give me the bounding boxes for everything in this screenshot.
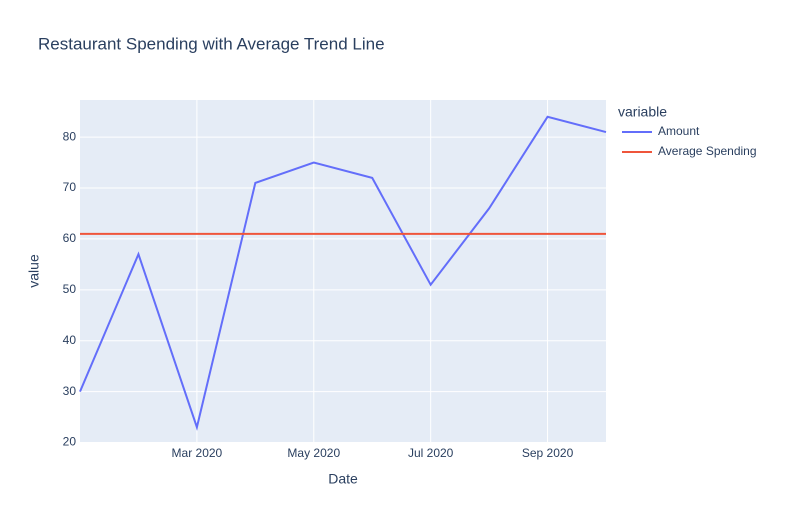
y-tick-label: 20 <box>63 435 77 449</box>
legend-title: variable <box>618 104 667 120</box>
x-tick-label: Sep 2020 <box>522 446 574 460</box>
x-tick-label: Mar 2020 <box>172 446 223 460</box>
y-tick-label: 50 <box>63 282 77 296</box>
chart-title: Restaurant Spending with Average Trend L… <box>38 34 385 53</box>
legend-label: Amount <box>658 124 700 138</box>
x-tick-label: May 2020 <box>287 446 340 460</box>
line-series <box>79 115 607 431</box>
plot-area <box>80 100 606 443</box>
y-tick-label: 80 <box>63 129 77 143</box>
x-axis-label: Date <box>328 471 358 487</box>
y-tick-label: 30 <box>63 384 77 398</box>
y-tick-label: 70 <box>63 180 77 194</box>
legend-label: Average Spending <box>658 144 757 158</box>
y-tick-label: 60 <box>63 231 77 245</box>
y-axis-label: value <box>26 254 42 288</box>
x-tick-label: Jul 2020 <box>408 446 454 460</box>
y-tick-label: 40 <box>63 333 77 347</box>
